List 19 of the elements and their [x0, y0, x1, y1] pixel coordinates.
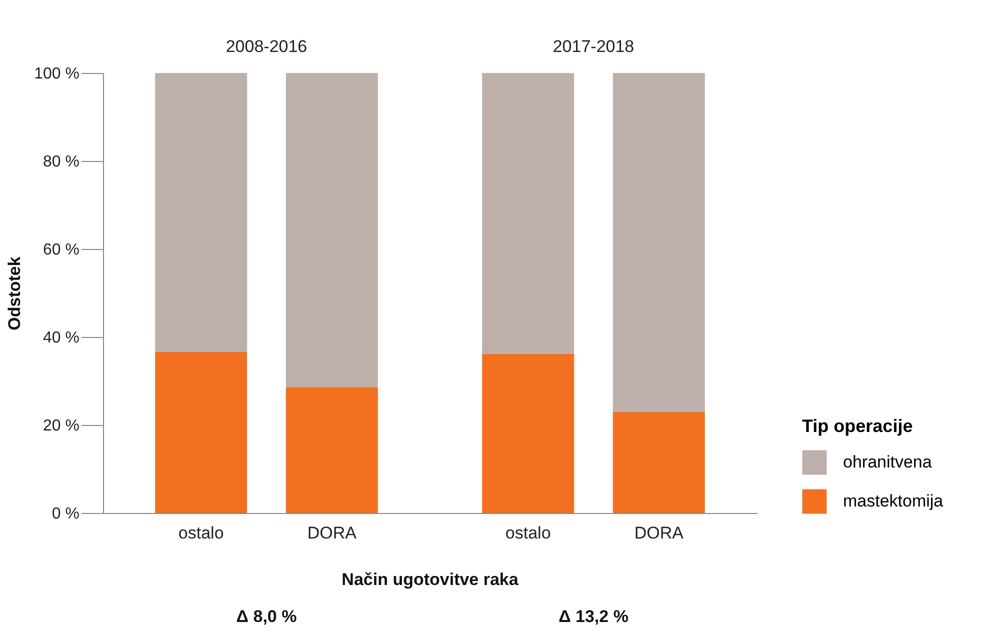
x-axis-title: Način ugotovitve raka [342, 570, 519, 589]
chart-title: 2017-2018 [552, 37, 634, 56]
y-axis-title: Odstotek [5, 256, 24, 330]
x-tick-label: ostalo [178, 524, 224, 542]
legend-title: Tip operacije [802, 416, 913, 436]
text: Δ 13,2 % [558, 607, 628, 626]
y-tick-label: 40 % [43, 330, 80, 346]
legend-label: ohranitvena [843, 452, 932, 472]
y-tick-label: 100 % [34, 66, 80, 82]
x-tick-label: DORA [634, 524, 684, 542]
legend-label: mastektomija [843, 492, 944, 510]
y-tick-label: 0 % [52, 506, 80, 522]
text: Δ 8,0 % [236, 607, 297, 626]
x-tick-label: ostalo [505, 524, 551, 542]
x-tick-label: DORA [307, 524, 358, 542]
chart-title: 2008-2016 [226, 37, 308, 56]
y-tick-label: 20 % [43, 418, 80, 434]
y-tick-label: 60 % [43, 242, 80, 258]
y-tick-label: 80 % [43, 154, 80, 170]
